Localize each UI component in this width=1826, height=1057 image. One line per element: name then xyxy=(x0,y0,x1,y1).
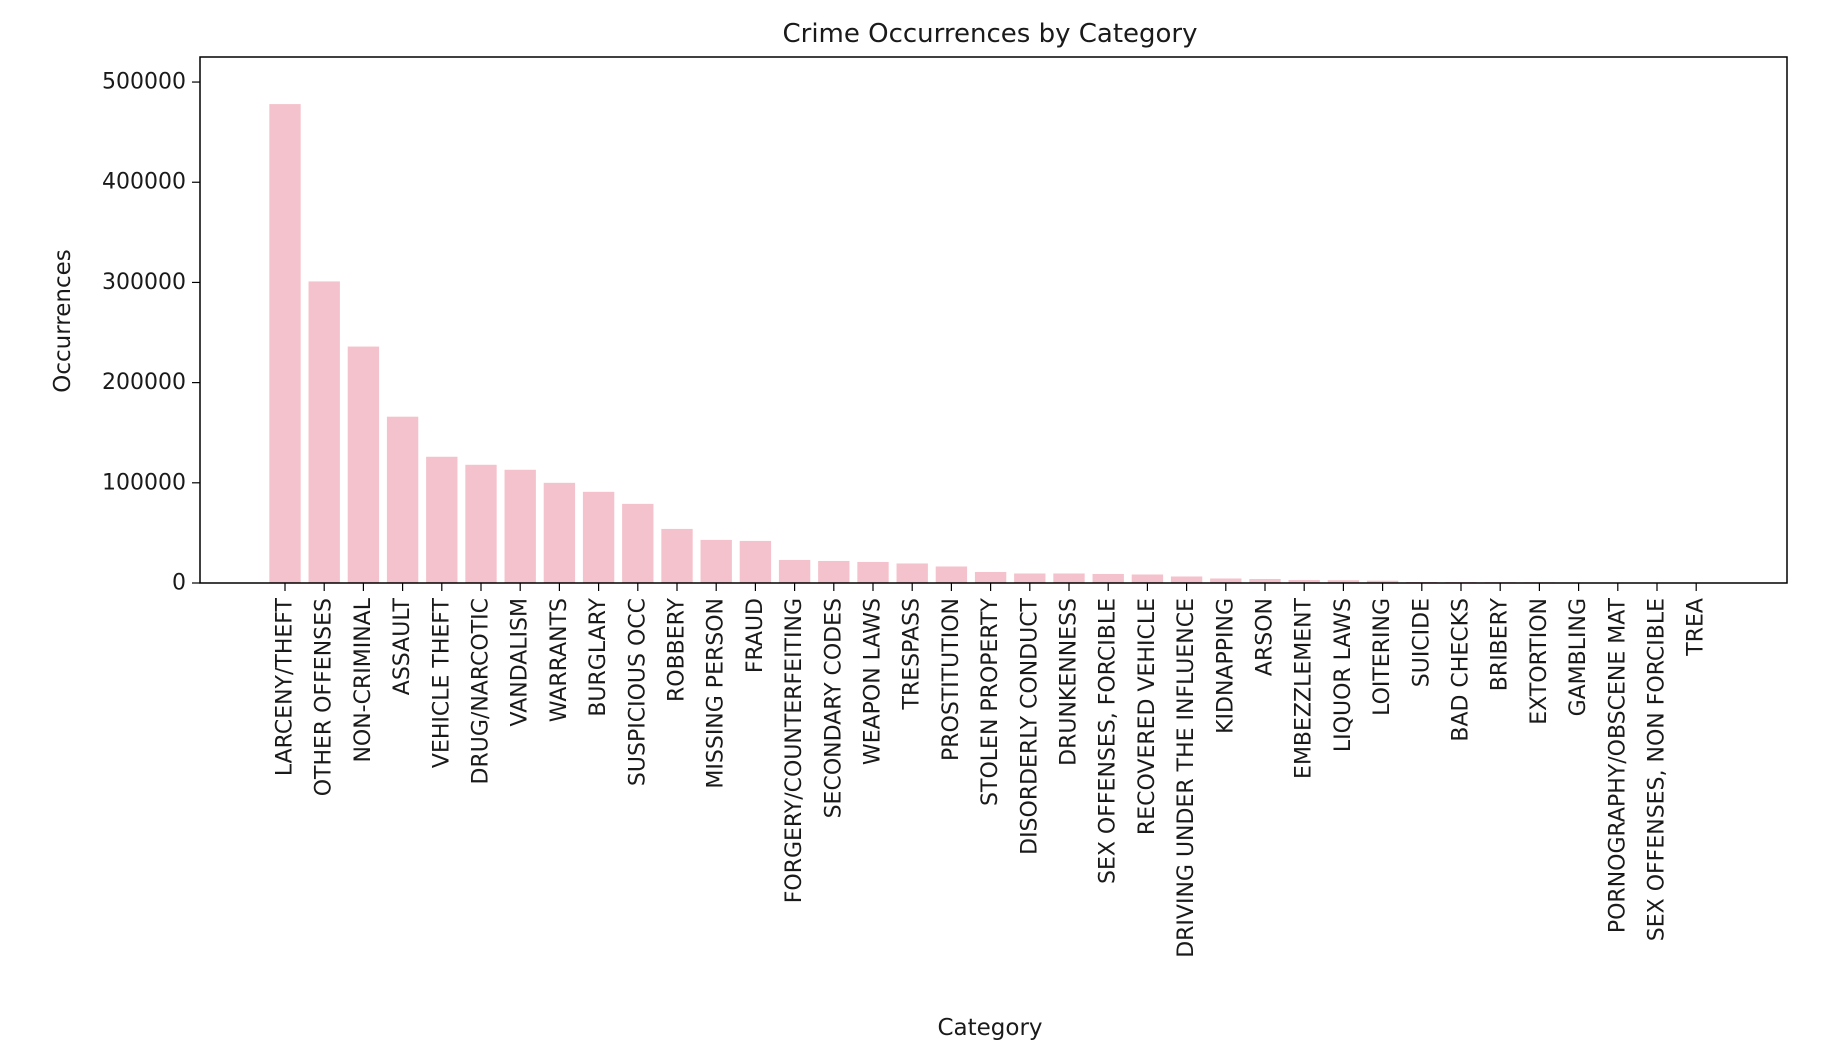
x-tick-label: NON-CRIMINAL xyxy=(351,597,376,762)
bar xyxy=(779,560,810,583)
x-tick-label: OTHER OFFENSES xyxy=(312,598,337,796)
bar xyxy=(583,492,614,583)
x-tick-label: DRUG/NARCOTIC xyxy=(469,598,494,784)
x-tick-label: STOLEN PROPERTY xyxy=(978,597,1003,805)
y-tick-label: 400000 xyxy=(102,170,186,195)
x-tick-label: SUICIDE xyxy=(1409,598,1434,687)
bar xyxy=(661,529,692,583)
y-tick-label: 200000 xyxy=(102,370,186,395)
x-tick-label: ROBBERY xyxy=(665,597,690,702)
x-tick-label: LOITERING xyxy=(1370,598,1395,716)
chart-title: Crime Occurrences by Category xyxy=(782,19,1197,49)
x-tick-label: SEX OFFENSES, FORCIBLE xyxy=(1096,598,1121,884)
bar xyxy=(740,541,771,583)
x-tick-label: GAMBLING xyxy=(1566,598,1591,716)
bar xyxy=(269,104,300,583)
bar xyxy=(465,465,496,583)
bar xyxy=(1093,574,1124,583)
x-tick-label: BURGLARY xyxy=(586,597,611,716)
bar xyxy=(701,540,732,583)
y-tick-label: 300000 xyxy=(102,270,186,295)
bar xyxy=(348,347,379,583)
x-tick-label: PORNOGRAPHY/OBSCENE MAT xyxy=(1605,597,1630,933)
bar xyxy=(426,457,457,583)
bar xyxy=(544,483,575,583)
x-tick-label: BAD CHECKS xyxy=(1449,598,1474,742)
bar xyxy=(387,417,418,583)
x-tick-label: TRESPASS xyxy=(900,598,925,710)
y-tick-label: 100000 xyxy=(102,470,186,495)
bar xyxy=(1014,573,1045,583)
x-tick-label: BRIBERY xyxy=(1488,597,1513,691)
x-tick-label: DISORDERLY CONDUCT xyxy=(1017,597,1042,854)
x-tick-label: WARRANTS xyxy=(547,598,572,722)
x-tick-label: VEHICLE THEFT xyxy=(429,597,454,768)
x-tick-label: ASSAULT xyxy=(390,597,415,695)
bar xyxy=(1053,573,1084,583)
bar xyxy=(1132,574,1163,583)
x-axis-label: Category xyxy=(937,1015,1042,1041)
x-tick-label: ARSON xyxy=(1253,598,1278,676)
y-axis-label: Occurrences xyxy=(50,249,76,392)
x-tick-label: PROSTITUTION xyxy=(939,598,964,761)
x-tick-label: EMBEZZLEMENT xyxy=(1292,597,1317,779)
bar xyxy=(897,563,928,583)
bar xyxy=(505,470,536,583)
y-tick-label: 500000 xyxy=(102,70,186,95)
x-tick-label: RECOVERED VEHICLE xyxy=(1135,598,1160,835)
x-tick-label: SUSPICIOUS OCC xyxy=(625,598,650,786)
bar xyxy=(1171,576,1202,583)
x-tick-label: FRAUD xyxy=(743,598,768,673)
x-tick-label: WEAPON LAWS xyxy=(861,598,886,765)
x-tick-label: FORGERY/COUNTERFEITING xyxy=(782,598,807,903)
bar xyxy=(309,281,340,583)
bar xyxy=(857,562,888,583)
bar xyxy=(818,561,849,583)
x-tick-label: EXTORTION xyxy=(1527,598,1552,725)
x-tick-label: LARCENY/THEFT xyxy=(273,597,298,776)
x-tick-label: KIDNAPPING xyxy=(1213,598,1238,734)
x-tick-label: MISSING PERSON xyxy=(704,598,729,789)
x-tick-label: DRUNKENNESS xyxy=(1057,598,1082,766)
x-tick-label: VANDALISM xyxy=(508,598,533,726)
x-tick-label: TREA xyxy=(1684,598,1709,657)
x-tick-label: DRIVING UNDER THE INFLUENCE xyxy=(1174,598,1199,958)
bar xyxy=(975,572,1006,583)
y-tick-label: 0 xyxy=(172,571,186,596)
x-tick-label: SEX OFFENSES, NON FORCIBLE xyxy=(1645,598,1670,941)
bar xyxy=(936,566,967,583)
x-tick-label: SECONDARY CODES xyxy=(821,598,846,818)
x-tick-label: LIQUOR LAWS xyxy=(1331,598,1356,752)
bar xyxy=(622,504,653,583)
